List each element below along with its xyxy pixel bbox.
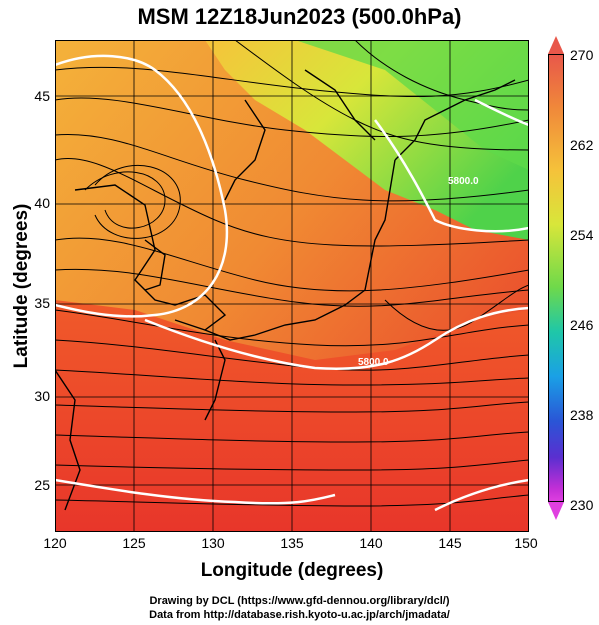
colorbar-label-246: 246 [570,317,594,333]
colorbar-label-238: 238 [570,407,594,423]
colorbar-label-230: 230 [570,497,594,513]
contour-label-5800-south: 5800.0 [358,357,389,368]
coastlines [55,69,516,511]
credit-data: Data from http://database.rish.kyoto-u.a… [149,609,450,621]
colorbar-label-262: 262 [570,137,594,153]
x-tick-140: 140 [359,535,383,551]
x-tick-125: 125 [122,535,146,551]
x-axis-title: Longitude (degrees) [200,560,384,581]
x-tick-130: 130 [201,535,225,551]
map-svg [55,40,529,532]
y-tick-45: 45 [34,88,50,104]
y-tick-35: 35 [34,295,50,311]
y-tick-30: 30 [34,388,50,404]
map-plot [55,40,529,532]
contour-label-5800-north: 5800.0 [448,176,479,187]
y-tick-25: 25 [34,477,50,493]
y-tick-40: 40 [34,195,50,211]
x-tick-145: 145 [438,535,462,551]
colorbar-label-254: 254 [570,227,594,243]
colorbar-bottom-arrow [548,502,564,520]
coldest-region [295,40,529,170]
map-title: MSM 12Z18Jun2023 (500.0hPa) [137,4,462,29]
colorbar [548,54,564,502]
colorbar-frame [548,54,564,502]
x-tick-135: 135 [280,535,304,551]
colorbar-label-270: 270 [570,47,594,63]
y-axis-title: Latitude (degrees) [11,203,32,369]
geopotential-contours [55,54,529,512]
colorbar-top-arrow [548,36,564,54]
x-tick-120: 120 [43,535,67,551]
credit-drawing: Drawing by DCL (https://www.gfd-dennou.o… [149,595,450,607]
x-tick-150: 150 [514,535,538,551]
